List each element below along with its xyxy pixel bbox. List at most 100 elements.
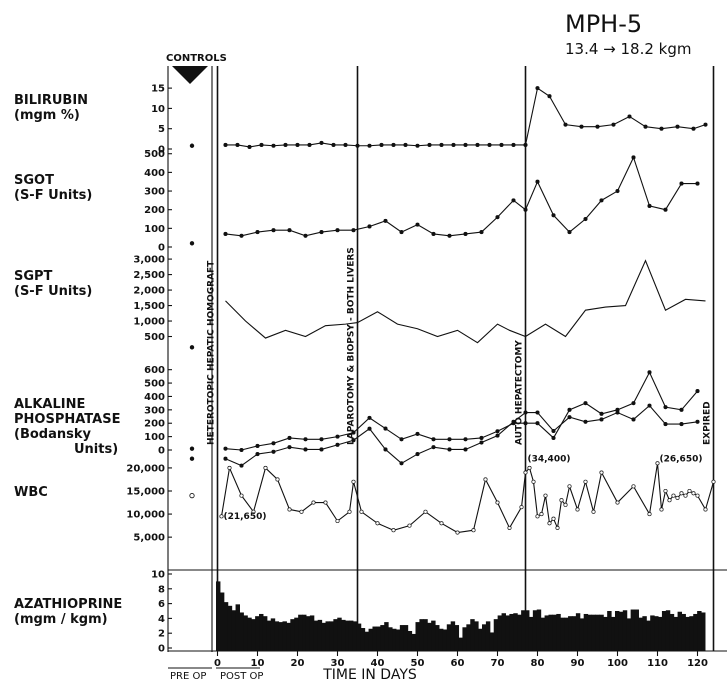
- sgot-data-point: [679, 181, 684, 186]
- azathioprine-bar: [259, 613, 264, 651]
- wbc-data-point: [287, 445, 292, 450]
- azathioprine-bar: [282, 621, 287, 651]
- wbc-data-point: [691, 491, 696, 496]
- wbc-data-point: [599, 470, 604, 475]
- azathioprine-bar: [329, 621, 334, 651]
- azathioprine-bar: [352, 621, 358, 651]
- sgot-data-point: [479, 230, 484, 235]
- sgot-data-point: [535, 179, 540, 184]
- azathioprine-bar: [446, 624, 452, 651]
- y-tick-label: 4: [158, 614, 165, 625]
- azathioprine-bar: [290, 619, 295, 651]
- azathioprine-bar: [274, 621, 280, 651]
- alk-data-point: [679, 407, 684, 412]
- sgot-data-point: [447, 233, 452, 238]
- sgot-data-point: [583, 216, 588, 222]
- wbc-data-point: [695, 419, 700, 424]
- bilirubin-data-point: [691, 126, 696, 131]
- wbc-data-point: [663, 422, 668, 427]
- azathioprine-bar: [638, 617, 643, 651]
- azathioprine-bar: [536, 609, 542, 651]
- azathioprine-bar: [493, 619, 499, 651]
- azathioprine-bar: [560, 617, 565, 651]
- azathioprine-bar: [219, 592, 225, 651]
- wbc-data-point: [711, 479, 716, 484]
- azathioprine-bar: [227, 605, 233, 651]
- wbc-data-point: [431, 445, 436, 450]
- wbc-data-point: [631, 417, 636, 422]
- wbc-data-point: [591, 509, 596, 514]
- panel-label: (S-F Units): [14, 188, 92, 203]
- control-point: [189, 345, 195, 350]
- wbc-data-point: [659, 507, 664, 512]
- wbc-data-point: [567, 484, 572, 489]
- alk-data-point: [583, 401, 588, 406]
- wbc-data-point: [359, 509, 364, 514]
- azathioprine-bar: [223, 602, 229, 651]
- wbc-data-point: [471, 528, 476, 533]
- sgot-data-point: [223, 231, 228, 236]
- azathioprine-bar: [528, 616, 534, 651]
- sgot-data-point: [523, 207, 528, 212]
- control-point: [189, 241, 195, 246]
- frame-layer: [167, 66, 727, 669]
- azathioprine-bar: [247, 617, 252, 651]
- bilirubin-data-point: [547, 94, 552, 99]
- wbc-data-point: [539, 512, 544, 517]
- azathioprine-bar: [309, 615, 315, 651]
- sgot-data-point: [567, 230, 572, 235]
- y-tick-label: 5: [158, 124, 165, 135]
- azathioprine-bar: [481, 624, 487, 651]
- wbc-data-point: [335, 442, 340, 447]
- y-tick-label: 10,000: [126, 510, 165, 521]
- panel-label: (mgm %): [14, 108, 80, 123]
- panel-label: AZATHIOPRINE: [14, 597, 122, 612]
- azathioprine-bar: [356, 623, 362, 651]
- azathioprine-bar: [579, 618, 585, 651]
- azathioprine-bar: [501, 613, 506, 651]
- event-label: EXPIRED: [703, 401, 713, 445]
- azathioprine-bar: [485, 621, 491, 651]
- azathioprine-bar: [697, 611, 702, 651]
- event-label: AUTO HEPATECTOMY: [515, 340, 525, 445]
- y-tick-label: 3,000: [133, 255, 165, 266]
- bilirubin-data-point: [523, 142, 528, 147]
- azathioprine-bar: [415, 622, 420, 651]
- sgot-data-point: [335, 228, 340, 233]
- y-tick-label: 100: [144, 224, 165, 235]
- azathioprine-bar: [348, 620, 354, 651]
- tick-layer: 0 10 20 30 40 50 60 70 80 90 100 110 120051015010020…: [126, 84, 708, 669]
- wbc-data-point: [583, 419, 588, 424]
- azathioprine-bar: [317, 619, 323, 651]
- alk-data-point: [631, 401, 636, 406]
- wbc-data-point: [495, 433, 500, 438]
- azathioprine-bar: [411, 633, 417, 651]
- control-point: [189, 493, 195, 499]
- bilirubin-data-point: [579, 124, 584, 129]
- bilirubin-data-point: [511, 142, 516, 147]
- wbc-data-point: [447, 447, 452, 452]
- azathioprine-bar: [556, 613, 561, 651]
- wbc-data-point: [299, 509, 304, 514]
- azathioprine-bar: [571, 616, 577, 651]
- bilirubin-data-point: [487, 142, 492, 147]
- y-tick-label: 500: [144, 149, 165, 160]
- value-annotation: (21,650): [224, 512, 267, 522]
- wbc-data-point: [615, 500, 620, 505]
- azathioprine-bar: [392, 628, 397, 651]
- wbc-data-point: [239, 493, 244, 498]
- bilirubin-data-point: [675, 124, 680, 129]
- azathioprine-bar: [364, 631, 370, 651]
- wbc-data-point: [687, 488, 692, 494]
- wbc-data-point: [547, 521, 552, 526]
- bilirubin-data-point: [343, 142, 348, 147]
- azathioprine-bar: [626, 618, 632, 651]
- azathioprine-bar: [325, 621, 330, 651]
- y-tick-label: 200: [144, 419, 165, 430]
- azathioprine-bar: [587, 614, 593, 651]
- x-tick-label: 50: [411, 658, 425, 669]
- azathioprine-bar: [399, 625, 405, 651]
- bilirubin-data-point: [415, 143, 420, 148]
